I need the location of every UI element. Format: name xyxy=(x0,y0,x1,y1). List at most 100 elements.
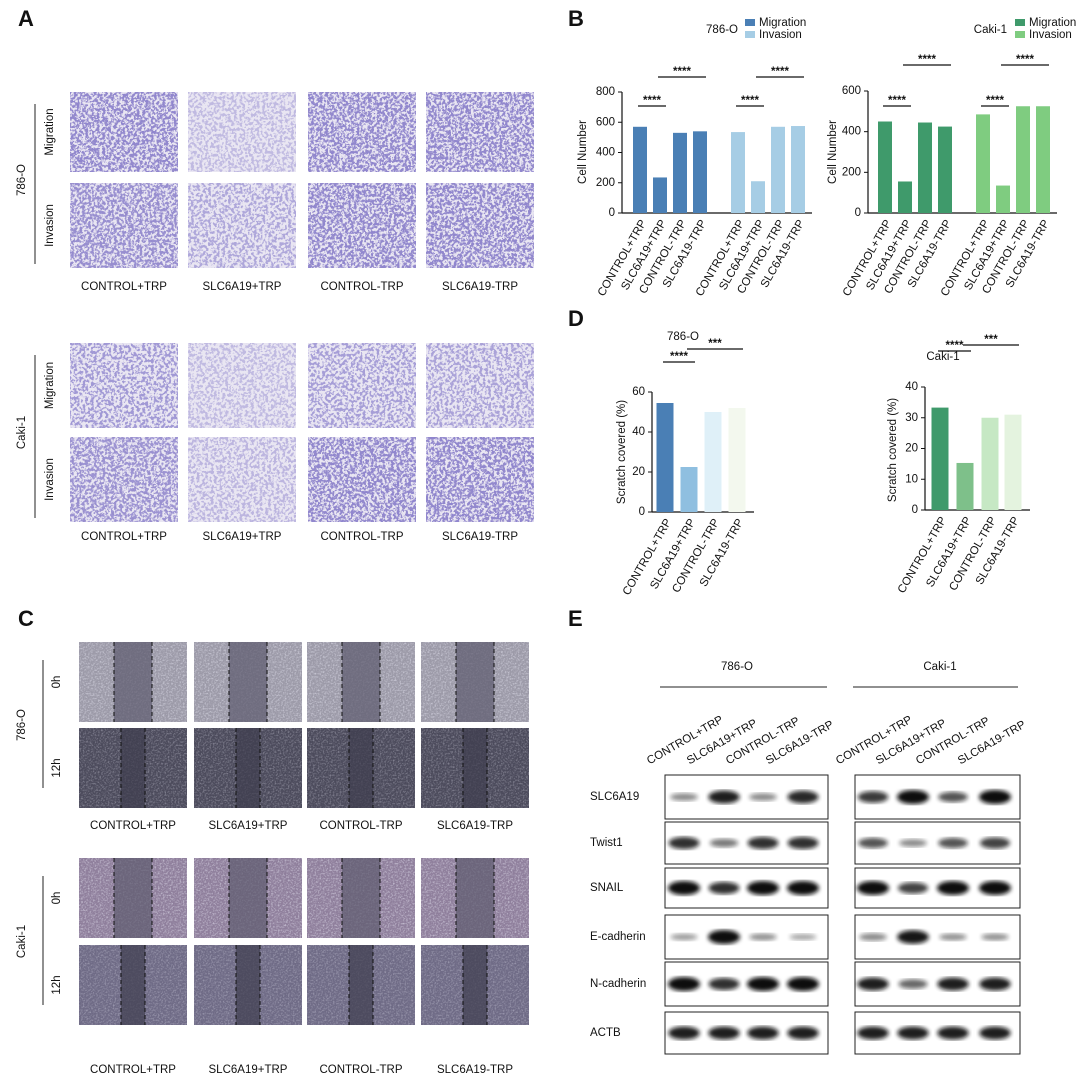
photo-cells xyxy=(70,437,178,522)
cell-line-label: Caki-1 xyxy=(16,925,28,958)
row-label: 12h xyxy=(51,975,63,994)
scratch xyxy=(349,945,373,1025)
y-axis-label: Scratch covered (%) xyxy=(887,398,899,502)
blot-band xyxy=(897,1026,929,1040)
y-tick-label: 40 xyxy=(905,381,918,393)
column-label: CONTROL-TRP xyxy=(320,281,403,293)
bar xyxy=(976,114,990,213)
y-axis-label: Cell Number xyxy=(827,120,839,184)
bar xyxy=(996,185,1010,213)
column-label: SLC6A19+TRP xyxy=(209,1064,288,1076)
blot-band xyxy=(708,977,740,991)
column-label: SLC6A19+TRP xyxy=(203,531,282,543)
bar xyxy=(751,181,765,213)
column-label: SLC6A19+TRP xyxy=(209,820,288,832)
column-label: CONTROL+TRP xyxy=(81,531,167,543)
blot-band xyxy=(857,791,889,803)
blot-band xyxy=(938,837,968,849)
scratch xyxy=(456,642,494,722)
legend-label: Migration xyxy=(759,17,806,29)
scratch xyxy=(121,728,145,808)
photo-cells xyxy=(70,92,178,172)
cell-line-label: Caki-1 xyxy=(16,416,28,449)
blot-band xyxy=(747,1026,779,1040)
legend-label: Invasion xyxy=(759,29,802,41)
chart-title: 786-O xyxy=(667,331,699,343)
significance-label: *** xyxy=(984,334,998,346)
protein-label: SLC6A19 xyxy=(590,791,639,803)
bar xyxy=(1016,106,1030,213)
y-tick-label: 600 xyxy=(842,85,861,97)
significance-label: **** xyxy=(643,95,661,107)
scratch xyxy=(342,858,380,938)
column-label: CONTROL+TRP xyxy=(90,820,176,832)
photo-cells xyxy=(188,437,296,522)
y-tick-label: 10 xyxy=(905,473,918,485)
blot-band xyxy=(898,979,928,989)
significance-label: **** xyxy=(673,66,691,78)
y-tick-label: 40 xyxy=(632,426,645,438)
legend-label: Invasion xyxy=(1029,29,1072,41)
significance-label: **** xyxy=(918,54,936,66)
bar xyxy=(931,407,949,510)
legend-label: Migration xyxy=(1029,17,1076,29)
bar xyxy=(878,121,892,213)
blot-band xyxy=(979,1026,1011,1040)
column-label: CONTROL-TRP xyxy=(319,1064,402,1076)
blot-band xyxy=(939,933,967,941)
blot-band xyxy=(670,933,698,941)
bar xyxy=(731,132,745,213)
blot-band xyxy=(899,839,927,847)
blot-band xyxy=(708,1026,740,1040)
blot-band xyxy=(857,1026,889,1040)
blot-band xyxy=(747,836,779,850)
photo-cells xyxy=(426,183,534,268)
scratch xyxy=(236,945,260,1025)
significance-label: **** xyxy=(670,351,688,363)
blot-band xyxy=(979,881,1011,895)
blot-band xyxy=(857,977,889,991)
protein-label: E-cadherin xyxy=(590,931,646,943)
cell-line-label: Caki-1 xyxy=(923,661,956,673)
row-label: 0h xyxy=(51,892,63,905)
photo-cells xyxy=(188,92,296,172)
y-axis-label: Cell Number xyxy=(577,120,589,184)
column-label: SLC6A19-TRP xyxy=(442,281,518,293)
y-tick-label: 20 xyxy=(905,443,918,455)
bar xyxy=(693,131,707,213)
scratch xyxy=(463,945,487,1025)
blot-band xyxy=(897,790,929,804)
column-label: SLC6A19-TRP xyxy=(437,1064,513,1076)
blot-band xyxy=(747,881,779,895)
blot-band xyxy=(981,933,1009,941)
scratch xyxy=(114,642,152,722)
blot-band xyxy=(979,790,1011,804)
row-label: 12h xyxy=(51,758,63,777)
column-label: CONTROL+TRP xyxy=(81,281,167,293)
bar xyxy=(918,122,932,213)
y-tick-label: 0 xyxy=(609,207,615,219)
column-label: CONTROL-TRP xyxy=(320,531,403,543)
blot-band xyxy=(937,977,969,991)
photo-cells xyxy=(426,437,534,522)
panel-letter: A xyxy=(18,6,34,31)
blot-band xyxy=(859,933,887,941)
photo-cells xyxy=(308,92,416,172)
bar xyxy=(1004,414,1022,510)
cell-line-label: 786-O xyxy=(721,661,753,673)
chart-title: Caki-1 xyxy=(974,24,1007,36)
y-tick-label: 400 xyxy=(596,147,615,159)
significance-label: **** xyxy=(986,95,1004,107)
significance-label: **** xyxy=(741,95,759,107)
blot-band xyxy=(668,881,700,895)
y-tick-label: 0 xyxy=(912,504,918,516)
y-tick-label: 0 xyxy=(855,207,861,219)
photo-cells xyxy=(308,343,416,428)
bar xyxy=(680,467,698,512)
blot-band xyxy=(979,977,1011,991)
blot-band xyxy=(787,881,819,895)
column-label: CONTROL+TRP xyxy=(90,1064,176,1076)
scratch xyxy=(114,858,152,938)
blot-band xyxy=(708,930,740,944)
